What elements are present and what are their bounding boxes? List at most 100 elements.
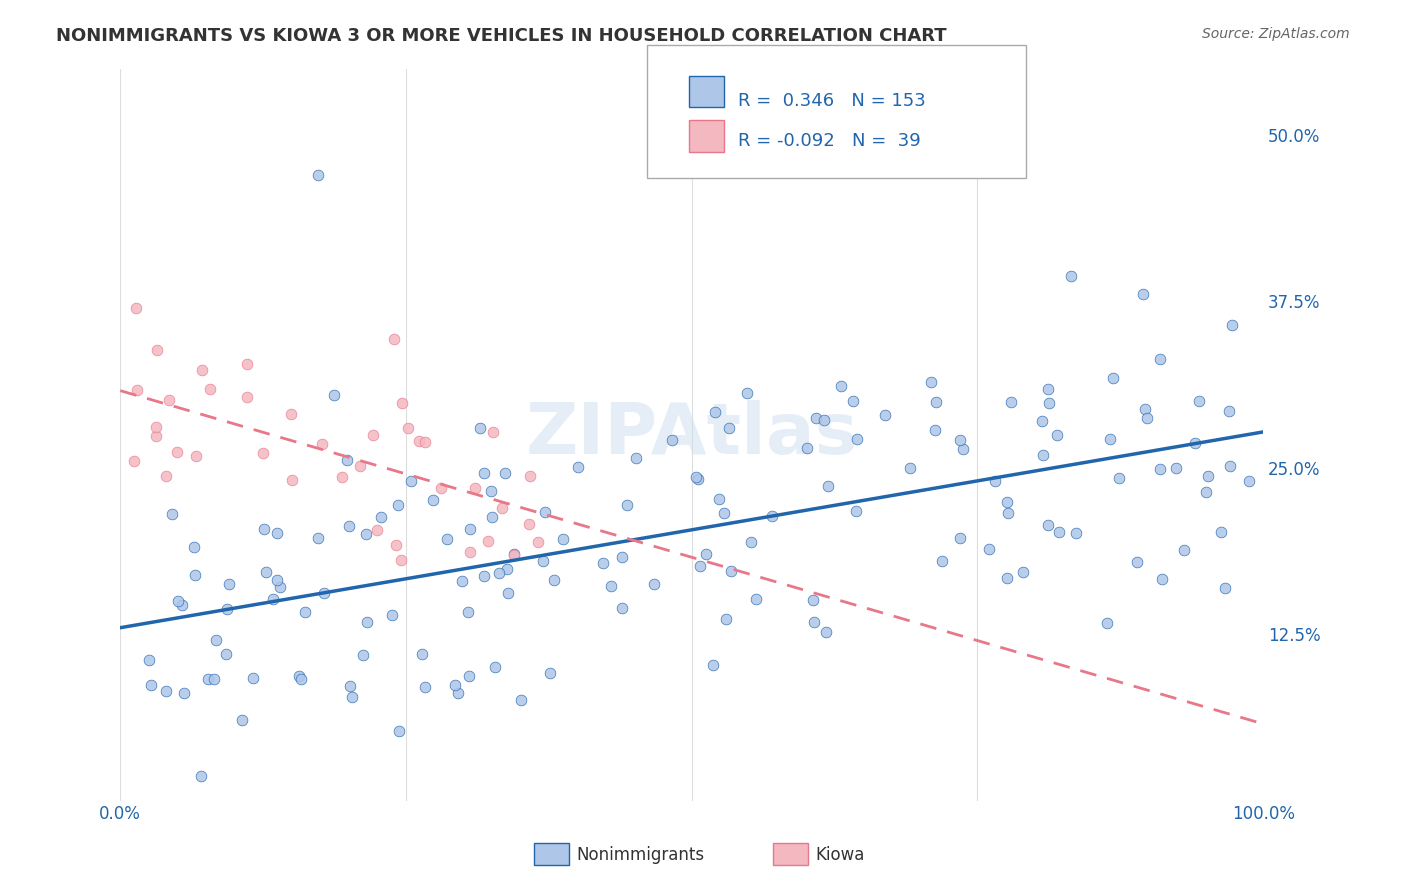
Nonimmigrants (551, 532, 574, 546)
Nonimmigrants (686, 472, 709, 486)
Nonimmigrants (170, 598, 193, 612)
Nonimmigrants (339, 679, 361, 693)
Kiowa (349, 458, 371, 473)
Nonimmigrants (202, 672, 225, 686)
Nonimmigrants (472, 466, 495, 480)
Text: Nonimmigrants: Nonimmigrants (576, 846, 704, 863)
Nonimmigrants (1031, 414, 1053, 428)
Nonimmigrants (1011, 565, 1033, 579)
Nonimmigrants (1211, 525, 1233, 540)
Nonimmigrants (381, 607, 404, 622)
Nonimmigrants (661, 433, 683, 447)
Nonimmigrants (931, 554, 953, 568)
Nonimmigrants (610, 549, 633, 564)
Nonimmigrants (253, 522, 276, 536)
Nonimmigrants (472, 569, 495, 583)
Nonimmigrants (707, 492, 730, 507)
Nonimmigrants (713, 506, 735, 520)
Kiowa (166, 444, 188, 458)
Nonimmigrants (1195, 485, 1218, 500)
Nonimmigrants (920, 376, 942, 390)
Nonimmigrants (411, 647, 433, 661)
Nonimmigrants (592, 557, 614, 571)
Nonimmigrants (422, 493, 444, 508)
Kiowa (391, 395, 413, 409)
Nonimmigrants (744, 591, 766, 606)
Nonimmigrants (1045, 427, 1067, 442)
Nonimmigrants (352, 648, 374, 663)
Nonimmigrants (1036, 382, 1059, 396)
Nonimmigrants (924, 423, 946, 437)
Nonimmigrants (1135, 402, 1157, 417)
Kiowa (236, 357, 259, 371)
Nonimmigrants (1237, 474, 1260, 488)
Nonimmigrants (814, 625, 837, 640)
Nonimmigrants (796, 442, 818, 456)
Nonimmigrants (266, 526, 288, 541)
Nonimmigrants (447, 686, 470, 700)
Nonimmigrants (481, 510, 503, 524)
Nonimmigrants (875, 408, 897, 422)
Nonimmigrants (294, 605, 316, 619)
Kiowa (311, 436, 333, 450)
Text: R =  0.346   N = 153: R = 0.346 N = 153 (738, 92, 927, 110)
Text: Kiowa: Kiowa (815, 846, 865, 863)
Nonimmigrants (689, 558, 711, 573)
Nonimmigrants (155, 684, 177, 698)
Nonimmigrants (717, 421, 740, 435)
Nonimmigrants (1108, 471, 1130, 485)
Nonimmigrants (231, 713, 253, 727)
Nonimmigrants (1164, 461, 1187, 475)
Nonimmigrants (720, 565, 742, 579)
Nonimmigrants (599, 579, 621, 593)
Kiowa (477, 533, 499, 548)
Nonimmigrants (139, 678, 162, 692)
Nonimmigrants (451, 574, 474, 589)
Nonimmigrants (714, 612, 737, 626)
Nonimmigrants (205, 633, 228, 648)
Nonimmigrants (952, 442, 974, 456)
Nonimmigrants (494, 466, 516, 480)
Nonimmigrants (801, 593, 824, 607)
Nonimmigrants (138, 653, 160, 667)
Nonimmigrants (336, 452, 359, 467)
Nonimmigrants (436, 532, 458, 546)
Kiowa (389, 553, 412, 567)
Nonimmigrants (813, 413, 835, 427)
Nonimmigrants (1038, 517, 1060, 532)
Nonimmigrants (1188, 394, 1211, 409)
Nonimmigrants (1173, 543, 1195, 558)
Nonimmigrants (160, 507, 183, 521)
Kiowa (460, 545, 482, 559)
Text: R = -0.092   N =  39: R = -0.092 N = 39 (738, 132, 921, 150)
Nonimmigrants (830, 379, 852, 393)
Kiowa (430, 481, 453, 495)
Nonimmigrants (444, 677, 467, 691)
Nonimmigrants (1047, 524, 1070, 539)
Nonimmigrants (949, 531, 972, 545)
Nonimmigrants (184, 568, 207, 582)
Kiowa (519, 468, 541, 483)
Kiowa (122, 454, 145, 468)
Nonimmigrants (262, 591, 284, 606)
Nonimmigrants (1060, 269, 1083, 284)
Nonimmigrants (616, 498, 638, 512)
Nonimmigrants (307, 531, 329, 545)
Kiowa (330, 470, 353, 484)
Kiowa (527, 535, 550, 549)
Nonimmigrants (484, 660, 506, 674)
Nonimmigrants (215, 647, 238, 661)
Nonimmigrants (470, 421, 492, 435)
Nonimmigrants (488, 566, 510, 581)
Nonimmigrants (735, 385, 758, 400)
Nonimmigrants (1126, 555, 1149, 569)
Kiowa (408, 434, 430, 449)
Nonimmigrants (1197, 469, 1219, 483)
Kiowa (155, 468, 177, 483)
Nonimmigrants (740, 535, 762, 549)
Nonimmigrants (269, 580, 291, 594)
Nonimmigrants (538, 666, 561, 681)
Kiowa (396, 421, 419, 435)
Kiowa (184, 450, 207, 464)
Nonimmigrants (190, 769, 212, 783)
